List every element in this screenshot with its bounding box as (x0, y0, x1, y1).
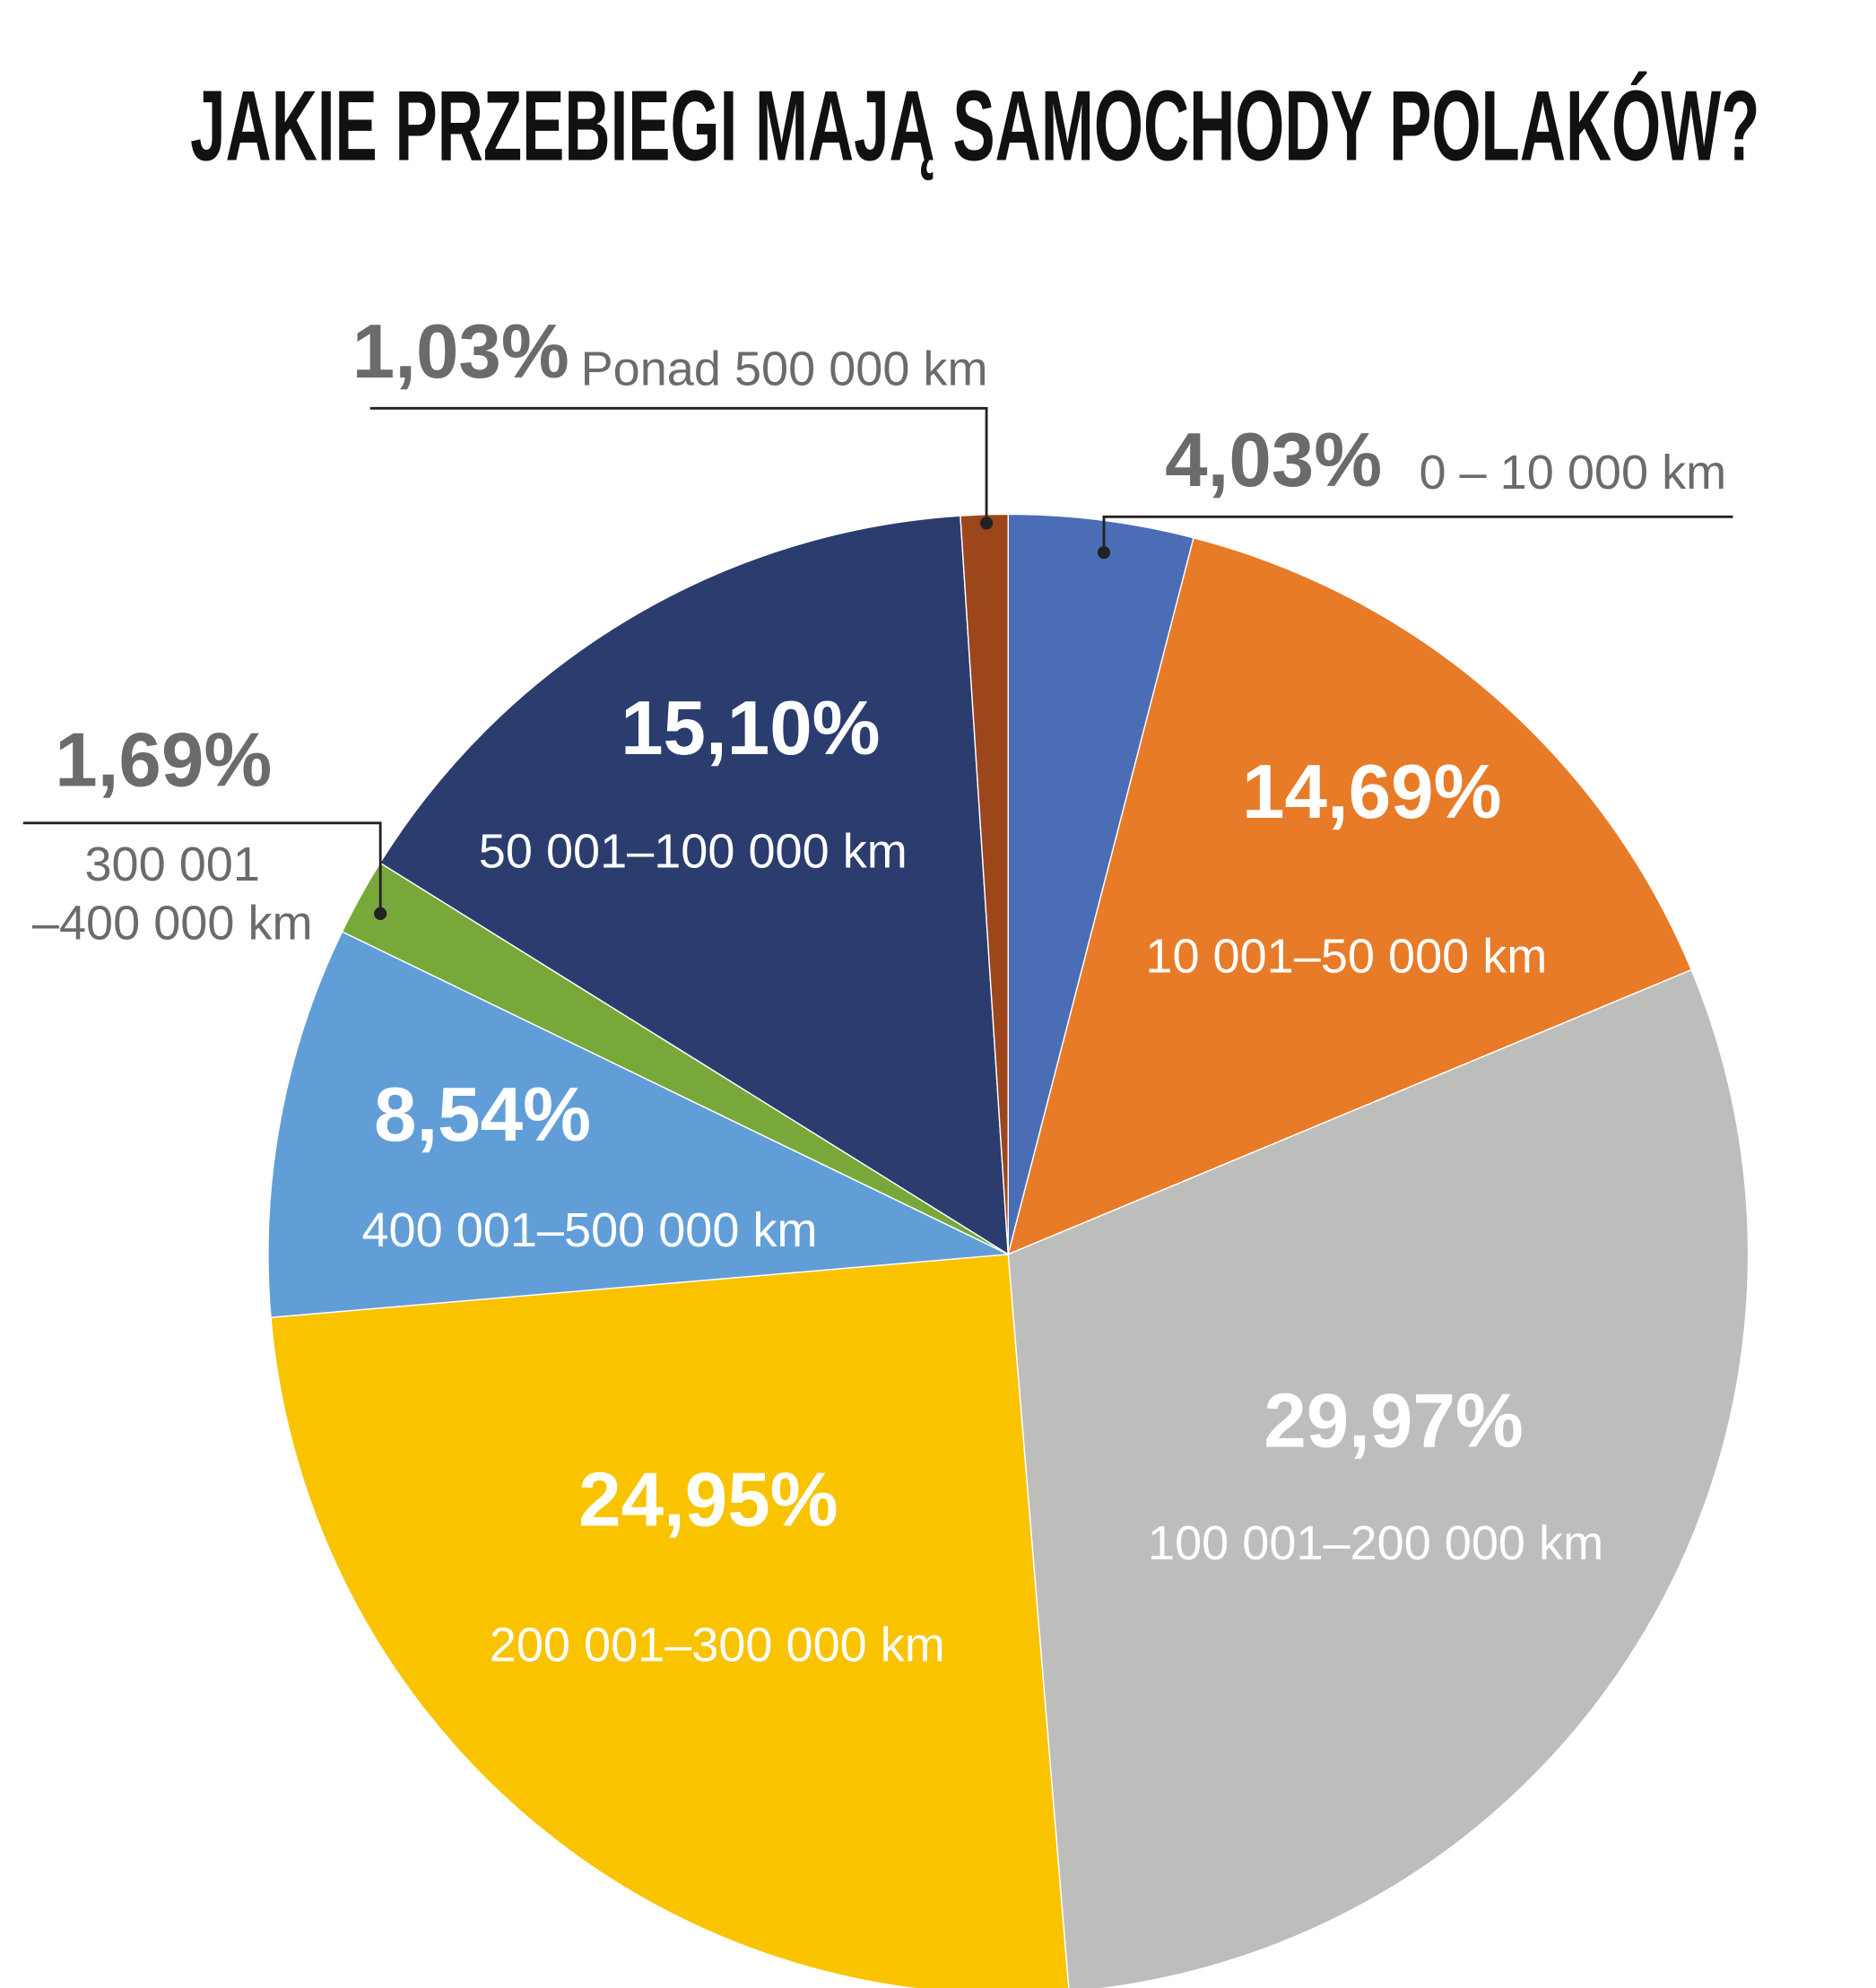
category-label: 400 001–500 000 km (361, 1204, 818, 1259)
category-label: 0 – 10 000 km (1419, 447, 1727, 500)
leader-dot (1097, 546, 1111, 560)
category-label-box: 50 001–100 000 km (478, 825, 908, 880)
category-label: 300 001 –400 000 km (31, 838, 313, 951)
category-label: 200 001–300 000 km (489, 1619, 945, 1673)
leader-dot (979, 517, 994, 530)
value-label: 8,54% (374, 1072, 591, 1158)
leader-line (22, 821, 382, 914)
pie-slice (1007, 536, 1693, 1255)
value-label: 15,10% (621, 686, 881, 771)
pie-slice (1007, 968, 1750, 1988)
leader-line (1102, 515, 1733, 553)
category-label: 50 001–100 000 km (478, 825, 908, 880)
category-label-box: 200 001–300 000 km (489, 1619, 945, 1673)
pie-slice (378, 515, 1010, 1256)
category-label: 10 001–50 000 km (1145, 930, 1548, 985)
value-label: 1,03% (352, 309, 569, 395)
category-label-box: 0 – 10 000 km (1419, 447, 1727, 500)
leader-lines (22, 406, 1733, 920)
pie-slice (960, 513, 1009, 1254)
category-label-box: 300 001 –400 000 km (31, 838, 313, 951)
pie-slice (1007, 513, 1194, 1254)
chart-title: JAKIE PRZEBIEGI MAJĄ SAMOCHODY POLAKÓW? (190, 71, 1759, 182)
category-label-box: 400 001–500 000 km (361, 1204, 818, 1259)
leader-line (369, 406, 988, 524)
category-label: 100 001–200 000 km (1148, 1516, 1604, 1571)
value-label: 29,97% (1264, 1378, 1524, 1463)
value-label: 14,69% (1242, 750, 1502, 835)
leader-dot (374, 907, 387, 920)
value-label: 4,03% (1165, 418, 1382, 503)
pie-slice (267, 931, 1011, 1318)
value-label: 24,95% (578, 1458, 838, 1543)
category-label-box: Ponad 500 000 km (580, 343, 988, 397)
value-label: 1,69% (55, 717, 272, 803)
category-label-box: 100 001–200 000 km (1148, 1516, 1604, 1571)
category-label-box: 10 001–50 000 km (1145, 930, 1548, 985)
category-label: Ponad 500 000 km (580, 343, 988, 397)
pie-slice (270, 1254, 1070, 1988)
